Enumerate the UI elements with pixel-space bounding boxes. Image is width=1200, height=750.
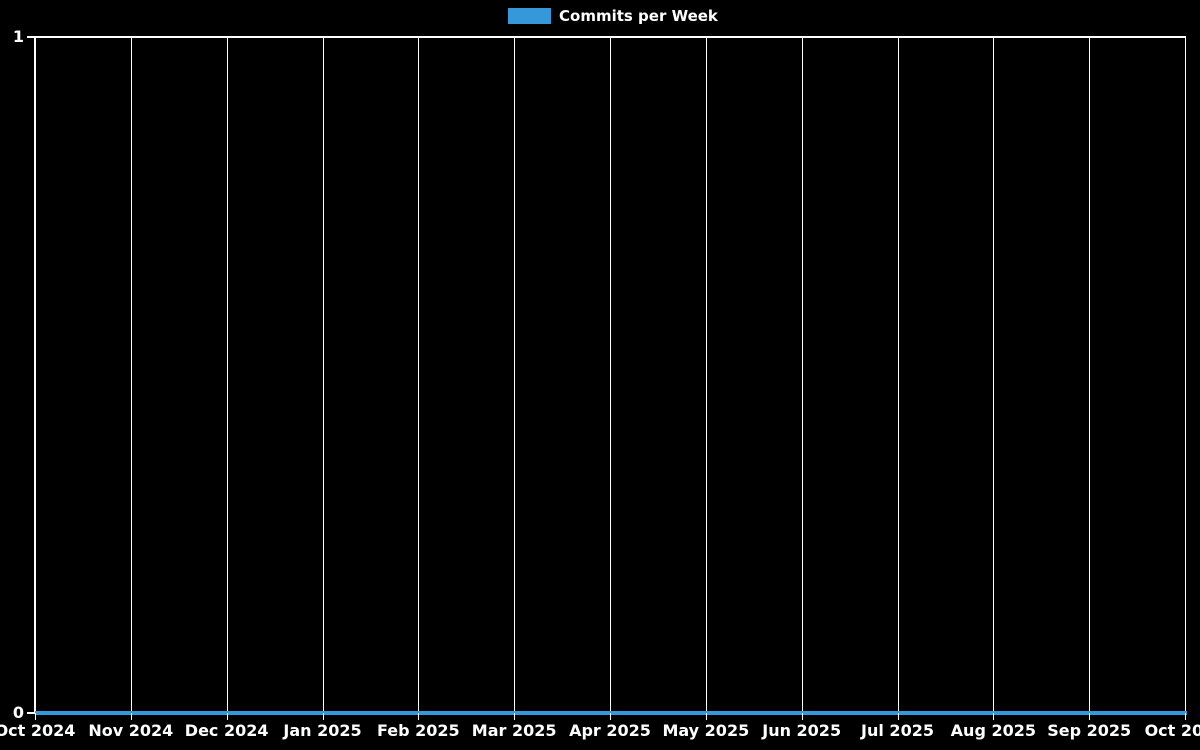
x-tick-label: Apr 2025 <box>569 721 651 740</box>
y-tick-mark-bottom <box>27 712 35 714</box>
x-tick-mark <box>610 713 611 720</box>
axis-spine-top <box>35 36 1186 38</box>
x-tick-label: Jul 2025 <box>861 721 934 740</box>
x-tick-mark <box>801 713 803 720</box>
x-tick-label: Mar 2025 <box>471 721 557 740</box>
x-tick-label: Nov 2024 <box>88 721 174 740</box>
gridline-vertical <box>1089 37 1091 713</box>
x-tick-mark <box>35 713 36 720</box>
y-tick-mark-top <box>27 36 35 38</box>
x-tick-mark <box>322 713 324 720</box>
gridline-vertical <box>418 37 420 713</box>
x-tick-mark <box>993 713 995 720</box>
x-tick-mark <box>418 713 420 720</box>
x-tick-mark <box>1089 713 1091 720</box>
gridline-vertical <box>801 37 803 713</box>
plot-area <box>35 37 1186 713</box>
x-tick-mark <box>1185 713 1186 720</box>
gridline-vertical <box>226 37 228 713</box>
x-tick-mark <box>897 713 899 720</box>
gridline-vertical <box>897 37 899 713</box>
gridline-vertical <box>514 37 516 713</box>
legend-entry-label: Commits per Week <box>559 7 718 25</box>
x-tick-label: Oct 2025 <box>1144 721 1200 740</box>
series-line-commits-per-week <box>35 711 1187 715</box>
gridline-vertical <box>322 37 324 713</box>
gridline-vertical <box>1185 37 1186 713</box>
x-tick-label: Jan 2025 <box>283 721 362 740</box>
gridline-vertical <box>130 37 132 713</box>
x-tick-mark <box>705 713 707 720</box>
legend-swatch-icon <box>508 8 551 24</box>
x-tick-mark <box>514 713 516 720</box>
x-tick-label: Feb 2025 <box>376 721 460 740</box>
y-tick-label-bottom: 0 <box>12 703 24 722</box>
x-tick-label: Dec 2024 <box>184 721 269 740</box>
gridline-vertical <box>610 37 611 713</box>
y-tick-label-top: 1 <box>12 27 24 46</box>
x-tick-mark <box>226 713 228 720</box>
x-tick-label: Aug 2025 <box>950 721 1036 740</box>
x-tick-label: Jun 2025 <box>762 721 842 740</box>
axis-spine-left <box>34 37 36 714</box>
x-tick-label: Sep 2025 <box>1047 721 1132 740</box>
chart-legend: Commits per Week <box>508 6 718 26</box>
x-tick-label: Oct 2024 <box>0 721 76 740</box>
x-tick-mark <box>130 713 132 720</box>
gridline-vertical <box>993 37 995 713</box>
x-tick-label: May 2025 <box>662 721 750 740</box>
gridline-vertical <box>705 37 707 713</box>
